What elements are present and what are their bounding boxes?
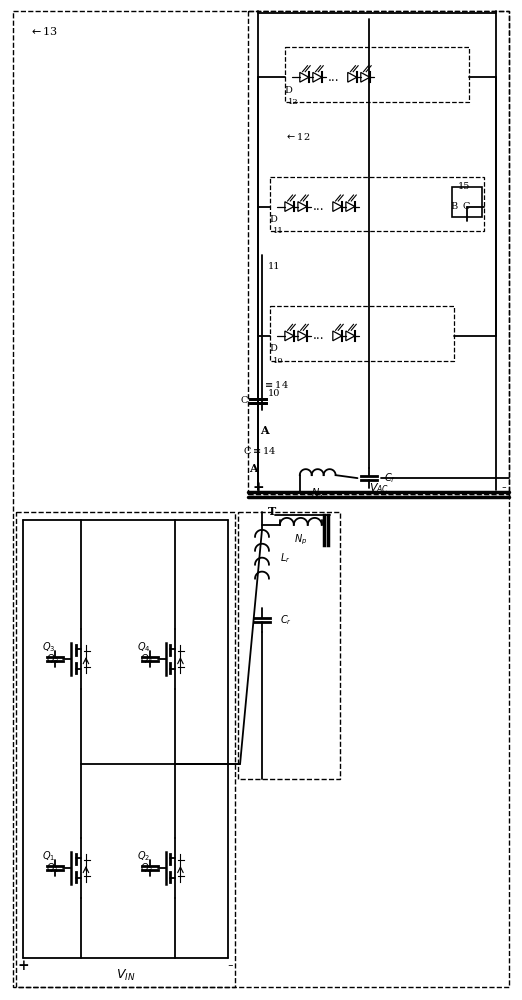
Bar: [452, 187, 482, 217]
Text: +: +: [252, 481, 264, 495]
Text: +: +: [17, 959, 29, 973]
Text: B: B: [450, 202, 458, 211]
Text: $\leftarrow$13: $\leftarrow$13: [29, 25, 58, 37]
Text: C: C: [241, 396, 248, 405]
Text: $Q_3$: $Q_3$: [45, 652, 59, 666]
Text: $Q_2$: $Q_2$: [137, 849, 150, 863]
Text: A: A: [259, 425, 268, 436]
Text: 15: 15: [458, 182, 470, 191]
Text: ...: ...: [328, 71, 340, 84]
Text: $Q_2$: $Q_2$: [140, 861, 153, 875]
Bar: [238, 512, 340, 779]
Text: $Q_3$: $Q_3$: [42, 640, 56, 654]
Text: $N_s$: $N_s$: [311, 486, 324, 500]
Text: 11: 11: [268, 262, 280, 271]
Text: $L_r$: $L_r$: [280, 551, 290, 565]
Text: D: D: [269, 344, 277, 353]
Text: $Q_4$: $Q_4$: [140, 652, 153, 666]
Text: C: C: [462, 202, 470, 211]
Text: 10: 10: [272, 357, 283, 365]
Text: D: D: [269, 215, 277, 224]
Text: T: T: [268, 506, 276, 517]
Text: $V_{IN}$: $V_{IN}$: [116, 968, 135, 983]
Bar: [285, 47, 469, 102]
Text: D: D: [284, 86, 292, 95]
Text: -: -: [228, 957, 233, 974]
Text: $Q_4$: $Q_4$: [137, 640, 150, 654]
Text: $C_f$: $C_f$: [384, 471, 396, 485]
Text: $N_p$: $N_p$: [294, 533, 307, 547]
Text: -: -: [501, 481, 506, 495]
Text: 11: 11: [272, 227, 283, 235]
Text: ...: ...: [313, 329, 325, 342]
Text: 12: 12: [288, 98, 298, 106]
Text: $V_{AC}$: $V_{AC}$: [369, 481, 389, 495]
Text: C$\equiv$14: C$\equiv$14: [243, 445, 277, 456]
Text: $Q_1$: $Q_1$: [42, 849, 56, 863]
Text: ...: ...: [313, 200, 325, 213]
Text: $C_r$: $C_r$: [280, 613, 292, 627]
Text: $\equiv$14: $\equiv$14: [263, 379, 289, 390]
Text: 10: 10: [268, 389, 280, 398]
Text: A: A: [248, 463, 257, 474]
Text: $Q_1$: $Q_1$: [46, 861, 59, 875]
Text: $\leftarrow$12: $\leftarrow$12: [285, 131, 310, 142]
Bar: [16, 512, 235, 987]
Bar: [270, 177, 484, 231]
Bar: [270, 306, 454, 361]
Bar: [248, 11, 508, 496]
